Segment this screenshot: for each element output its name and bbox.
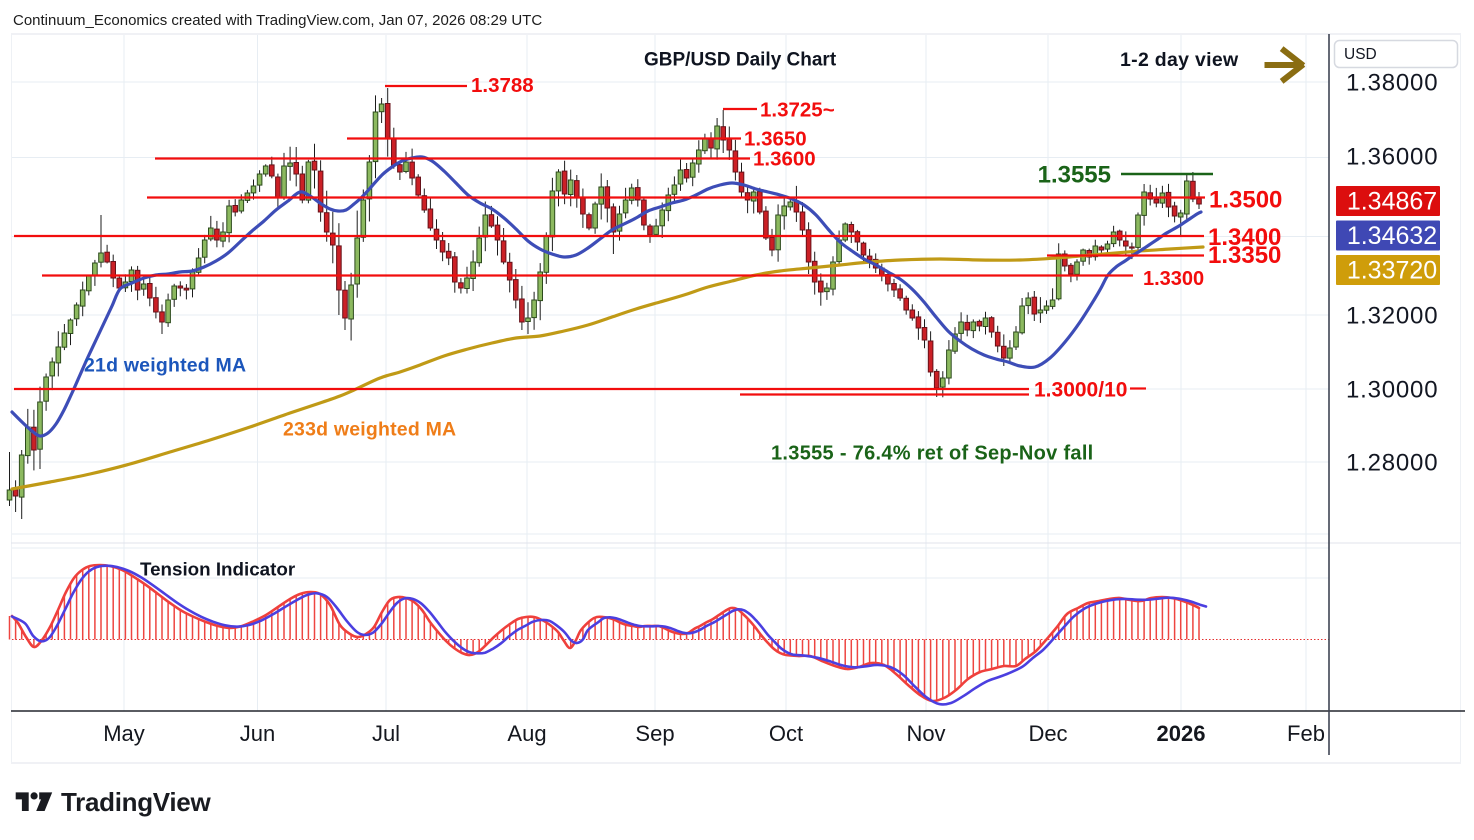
svg-text:1.3000/10: 1.3000/10 bbox=[1034, 378, 1127, 401]
svg-text:Jul: Jul bbox=[372, 721, 400, 746]
svg-text:USD: USD bbox=[1344, 46, 1377, 63]
svg-text:1.34867: 1.34867 bbox=[1347, 188, 1437, 216]
svg-text:May: May bbox=[103, 721, 145, 746]
svg-text:1.38000: 1.38000 bbox=[1346, 70, 1438, 97]
svg-text:1.3300: 1.3300 bbox=[1143, 268, 1204, 290]
svg-text:Aug: Aug bbox=[507, 721, 546, 746]
svg-text:Sep: Sep bbox=[635, 721, 674, 746]
svg-text:Feb: Feb bbox=[1287, 721, 1325, 746]
svg-text:1.36000: 1.36000 bbox=[1346, 144, 1438, 171]
svg-text:1.3555: 1.3555 bbox=[1038, 161, 1111, 188]
svg-text:Dec: Dec bbox=[1028, 721, 1067, 746]
svg-text:1.32000: 1.32000 bbox=[1346, 303, 1438, 330]
svg-text:21d weighted MA: 21d weighted MA bbox=[84, 355, 246, 377]
svg-text:1.30000: 1.30000 bbox=[1346, 377, 1438, 404]
svg-text:GBP/USD Daily Chart: GBP/USD Daily Chart bbox=[644, 50, 837, 71]
svg-text:Oct: Oct bbox=[769, 721, 803, 746]
svg-text:1.3500: 1.3500 bbox=[1209, 186, 1282, 213]
svg-text:2026: 2026 bbox=[1157, 721, 1206, 746]
svg-text:1.3555 - 76.4% ret of Sep-Nov: 1.3555 - 76.4% ret of Sep-Nov fall bbox=[771, 443, 1094, 465]
svg-text:Nov: Nov bbox=[906, 721, 945, 746]
svg-text:233d weighted MA: 233d weighted MA bbox=[283, 419, 456, 441]
svg-text:1.3725~: 1.3725~ bbox=[760, 99, 835, 122]
svg-text:1.3350: 1.3350 bbox=[1208, 242, 1281, 269]
svg-text:1.28000: 1.28000 bbox=[1346, 450, 1438, 477]
svg-text:1-2 day view: 1-2 day view bbox=[1120, 49, 1239, 71]
svg-text:1.3788: 1.3788 bbox=[471, 74, 534, 97]
svg-text:1.34632: 1.34632 bbox=[1347, 222, 1437, 250]
svg-text:Jun: Jun bbox=[240, 721, 275, 746]
svg-text:1.33720: 1.33720 bbox=[1347, 257, 1437, 285]
svg-text:Tension Indicator: Tension Indicator bbox=[140, 559, 296, 580]
svg-text:1.3650: 1.3650 bbox=[744, 128, 807, 151]
svg-text:1.3400: 1.3400 bbox=[1208, 224, 1281, 251]
svg-text:Continuum_Economics created wi: Continuum_Economics created with Trading… bbox=[13, 12, 542, 29]
svg-text:TradingView: TradingView bbox=[61, 787, 211, 817]
svg-text:1.3600: 1.3600 bbox=[753, 148, 816, 171]
